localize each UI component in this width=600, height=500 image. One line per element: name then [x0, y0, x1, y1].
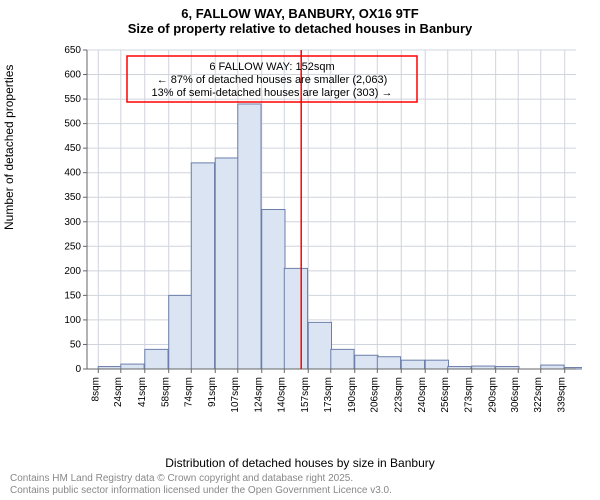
histogram-bar [238, 104, 261, 369]
histogram-bar [145, 349, 168, 369]
footer-line-1: Contains HM Land Registry data © Crown c… [10, 473, 392, 485]
x-tick-label: 339sqm [557, 377, 568, 413]
annotation-line-1: 6 FALLOW WAY: 152sqm [209, 61, 334, 73]
x-tick-label: 8sqm [90, 377, 101, 401]
annotation-line-3: 13% of semi-detached houses are larger (… [152, 87, 393, 99]
histogram-bar [121, 364, 144, 369]
y-tick-label: 350 [64, 192, 81, 203]
histogram-bar [262, 210, 285, 370]
x-tick-label: 206sqm [369, 377, 380, 413]
y-tick-label: 450 [64, 143, 81, 154]
histogram-bar [331, 349, 354, 369]
x-tick-label: 173sqm [323, 377, 334, 413]
histogram-bar [425, 360, 448, 369]
annotation-line-2: ← 87% of detached houses are smaller (2,… [157, 74, 388, 86]
x-tick-label: 223sqm [393, 377, 404, 413]
title-line-2: Size of property relative to detached ho… [0, 21, 600, 36]
x-tick-label: 240sqm [417, 377, 428, 413]
x-tick-label: 41sqm [137, 377, 148, 407]
chart-plot-area: 0 50 100 150 200 250 300 350 400 450 500 550 600 650 8… [52, 44, 582, 424]
y-tick-label: 650 [64, 45, 81, 56]
x-tick-label: 107sqm [230, 377, 241, 413]
histogram-bar [169, 295, 192, 369]
y-tick-label: 250 [64, 241, 81, 252]
x-tick-label: 91sqm [207, 377, 218, 407]
y-tick-label: 550 [64, 94, 81, 105]
histogram-bar [377, 357, 400, 369]
x-tick-label: 256sqm [440, 377, 451, 413]
x-tick-label: 306sqm [510, 377, 521, 413]
chart-container: 6, FALLOW WAY, BANBURY, OX16 9TF Size of… [0, 0, 600, 500]
y-tick-label: 150 [64, 290, 81, 301]
x-tick-label: 190sqm [347, 377, 358, 413]
x-tick-label: 322sqm [533, 377, 544, 413]
histogram-bar [215, 158, 238, 369]
histogram-bar [308, 322, 331, 369]
y-tick-label: 200 [64, 266, 81, 277]
x-tick-label: 290sqm [488, 377, 499, 413]
footer-attribution: Contains HM Land Registry data © Crown c… [10, 473, 392, 496]
histogram-bar [191, 163, 214, 369]
x-tick-label: 273sqm [464, 377, 475, 413]
y-tick-label: 600 [64, 70, 81, 81]
x-tick-label: 157sqm [300, 377, 311, 413]
title-line-1: 6, FALLOW WAY, BANBURY, OX16 9TF [0, 0, 600, 21]
y-axis-label: Number of detached properties [2, 65, 16, 230]
y-tick-label: 500 [64, 119, 81, 130]
y-tick-label: 100 [64, 315, 81, 326]
y-tick-label: 50 [70, 339, 82, 350]
y-tick-label: 300 [64, 217, 81, 228]
x-tick-label: 124sqm [254, 377, 265, 413]
histogram-bar [401, 360, 424, 369]
x-axis-label: Distribution of detached houses by size … [0, 456, 600, 470]
y-tick-label: 0 [75, 364, 81, 375]
histogram-bar [541, 365, 564, 369]
footer-line-2: Contains public sector information licen… [10, 485, 392, 497]
y-tick-label: 400 [64, 168, 81, 179]
x-tick-label: 74sqm [183, 377, 194, 407]
chart-svg: 0 50 100 150 200 250 300 350 400 450 500 550 600 650 8… [52, 44, 582, 424]
x-tick-label: 58sqm [161, 377, 172, 407]
x-tick-label: 24sqm [113, 377, 124, 407]
x-tick-label: 140sqm [276, 377, 287, 413]
histogram-bar [355, 355, 378, 369]
histogram-bar [284, 268, 307, 369]
